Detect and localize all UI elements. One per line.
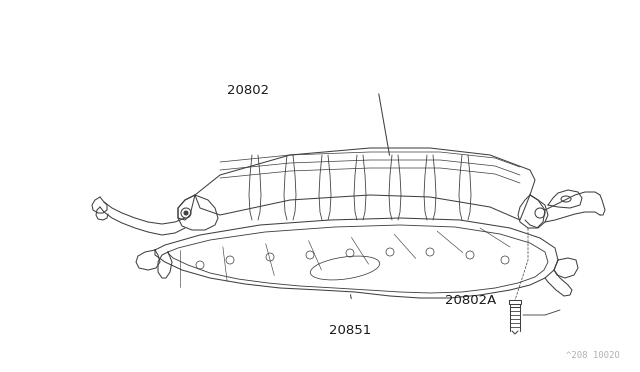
Circle shape: [184, 211, 188, 215]
Text: 20802: 20802: [227, 84, 269, 97]
Text: ^208 1002O: ^208 1002O: [566, 350, 620, 359]
Text: 20802A: 20802A: [445, 294, 496, 307]
Text: 20851: 20851: [329, 324, 371, 337]
